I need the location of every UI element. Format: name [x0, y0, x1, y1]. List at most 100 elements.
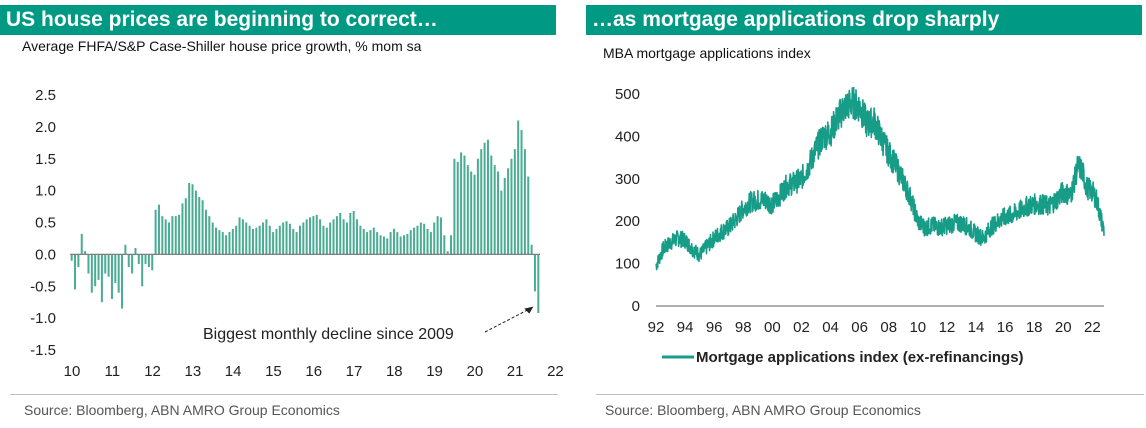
annotation-label: Biggest monthly decline since 2009: [203, 326, 454, 343]
bar: [309, 217, 312, 255]
x-tick-label: 06: [851, 319, 868, 336]
bar: [168, 222, 171, 255]
bar: [319, 219, 322, 255]
bar: [235, 225, 238, 255]
x-tick-label: 22: [1084, 319, 1101, 336]
bar: [470, 171, 473, 255]
bar: [426, 228, 429, 255]
y-tick-label: 0.0: [35, 246, 56, 263]
x-tick-label: 15: [265, 363, 282, 380]
bar: [201, 200, 204, 255]
bar: [248, 225, 251, 255]
bar: [486, 139, 489, 255]
bar: [218, 230, 221, 255]
x-tick-label: 16: [997, 319, 1014, 336]
x-tick-label: 10: [64, 363, 81, 380]
x-tick-label: 20: [467, 363, 484, 380]
right-chart-subtitle: MBA mortgage applications index: [603, 45, 811, 61]
x-tick-label: 18: [1026, 319, 1043, 336]
x-tick-label: 92: [648, 319, 665, 336]
bar: [221, 232, 224, 255]
bar: [366, 232, 369, 255]
bar: [251, 228, 254, 255]
left-source-note: Source: Bloomberg, ABN AMRO Group Econom…: [24, 402, 340, 418]
y-tick-label: 2.0: [35, 119, 56, 136]
bar: [537, 254, 540, 314]
bar: [406, 233, 409, 255]
bar: [403, 235, 406, 255]
bar: [228, 232, 231, 255]
bar: [446, 251, 449, 255]
bar: [164, 219, 167, 255]
bar: [466, 165, 469, 255]
bar: [110, 254, 113, 300]
bar: [443, 235, 446, 255]
bar: [429, 232, 432, 255]
x-tick-label: 98: [735, 319, 752, 336]
x-tick-label: 14: [968, 319, 985, 336]
bar: [198, 197, 201, 255]
bar: [262, 222, 265, 255]
bar: [87, 254, 90, 274]
bar: [513, 149, 516, 255]
bar: [215, 227, 218, 255]
bar: [124, 244, 127, 255]
bar: [194, 190, 197, 255]
bar: [255, 227, 258, 255]
bar: [399, 236, 402, 255]
bar: [94, 254, 97, 287]
bar: [312, 216, 315, 255]
annotation-arrowhead: [524, 306, 534, 314]
bar: [90, 254, 93, 293]
y-tick-label: -0.5: [30, 278, 56, 295]
bar: [369, 230, 372, 255]
bar: [211, 222, 214, 255]
bar: [376, 232, 379, 255]
bar: [433, 222, 436, 255]
bar: [523, 149, 526, 255]
bar: [379, 235, 382, 255]
y-tick-label: -1.5: [30, 342, 56, 359]
legend-label: Mortgage applications index (ex-refinanc…: [696, 349, 1024, 366]
x-tick-label: 16: [305, 363, 322, 380]
y-tick-label: 400: [615, 128, 640, 145]
right-divider: [596, 394, 1144, 395]
bar: [517, 120, 520, 255]
x-tick-label: 08: [880, 319, 897, 336]
bar: [191, 184, 194, 255]
right-chart-panel: …as mortgage applications drop sharply M…: [586, 0, 1146, 428]
bar: [439, 217, 442, 255]
bar: [282, 222, 285, 255]
bar: [204, 209, 207, 255]
house-price-bar-chart: 2.5 2.0 1.5 1.0 0.5 0.0 -0.5 -1.0 -1.5 10 11 12 13 14…: [30, 87, 564, 380]
right-chart-title: …as mortgage applications drop sharply: [586, 5, 1142, 35]
bar: [268, 225, 271, 255]
y-tick-label: 1.5: [35, 151, 56, 168]
right-source-note: Source: Bloomberg, ABN AMRO Group Econom…: [605, 402, 921, 418]
bar: [409, 230, 412, 255]
bar: [97, 254, 100, 280]
bar: [339, 212, 342, 255]
bar: [392, 228, 395, 255]
x-tick-label: 94: [677, 319, 694, 336]
bar: [349, 212, 352, 255]
bar: [476, 158, 479, 255]
bar: [225, 235, 228, 255]
bar: [533, 254, 536, 292]
bar: [241, 219, 244, 255]
bar: [188, 182, 191, 255]
bar: [141, 254, 144, 287]
x-tick-label: 17: [346, 363, 363, 380]
bar: [483, 142, 486, 255]
bar: [84, 251, 87, 255]
bar: [285, 221, 288, 255]
bar: [305, 219, 308, 255]
left-chart-panel: US house prices are beginning to correct…: [0, 0, 564, 428]
annotation-arrow: [484, 308, 531, 333]
bar: [278, 225, 281, 255]
x-tick-label: 21: [507, 363, 524, 380]
bar: [137, 254, 140, 264]
bar: [436, 216, 439, 255]
bar: [131, 254, 134, 274]
x-tick-label: 14: [225, 363, 242, 380]
